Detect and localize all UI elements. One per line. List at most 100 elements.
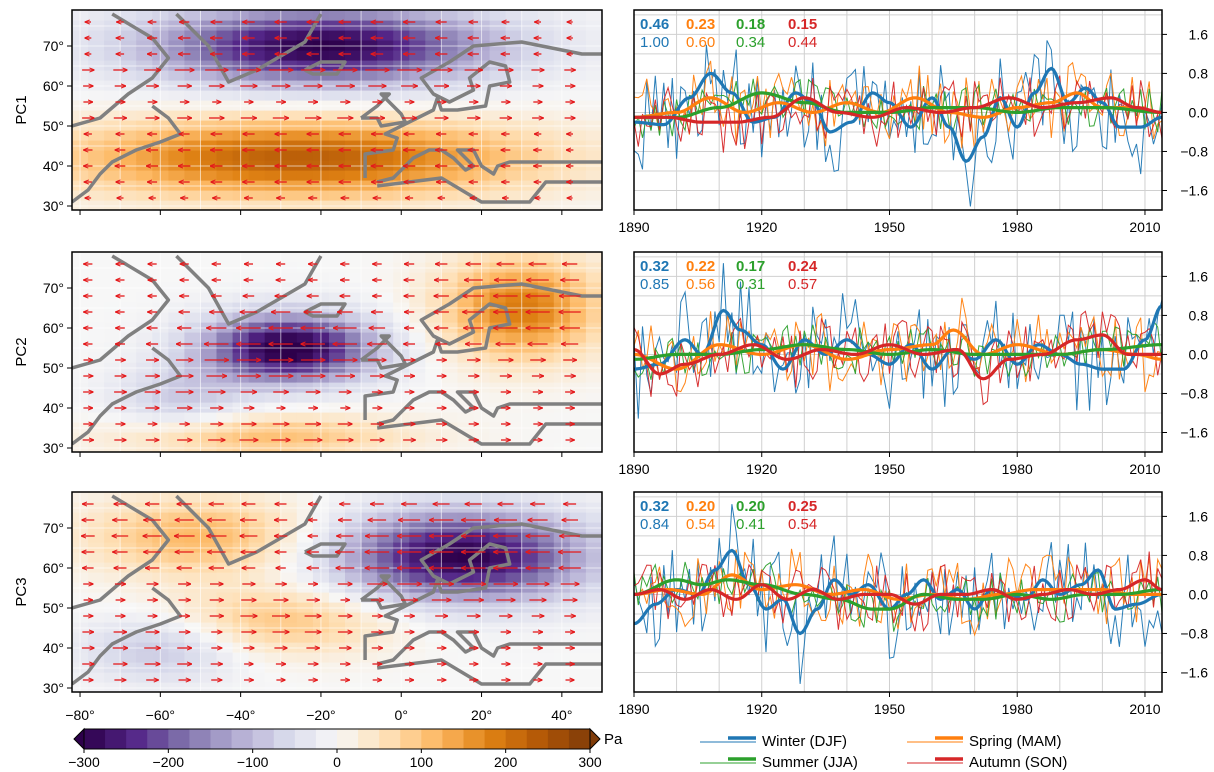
eof-cell	[409, 170, 426, 181]
eof-cell	[104, 542, 121, 553]
eof-cell	[329, 632, 346, 643]
eof-cell	[88, 582, 105, 593]
eof-cell	[489, 612, 507, 623]
stat-bold: 0.20	[736, 498, 765, 515]
ts-ytick-label: −0.8	[1180, 143, 1208, 159]
colorbar-bin	[231, 729, 254, 749]
eof-cell	[585, 322, 602, 333]
eof-cell	[537, 80, 555, 91]
eof-cell	[216, 532, 234, 543]
eof-cell	[280, 552, 298, 563]
eof-cell	[296, 20, 314, 31]
eof-cell	[585, 262, 602, 273]
eof-cell	[88, 50, 105, 61]
eof-cell	[280, 322, 298, 333]
eof-cell	[585, 582, 602, 593]
coastline	[304, 60, 347, 76]
eof-cell	[457, 492, 475, 503]
eof-cell	[216, 292, 234, 303]
eof-cell	[200, 552, 218, 563]
eof-cell	[88, 292, 105, 303]
eof-cell	[569, 100, 587, 111]
eof-cell	[216, 322, 234, 333]
eof-cell	[296, 632, 314, 643]
eof-cell	[489, 90, 507, 101]
eof-cell	[184, 652, 202, 663]
eof-cell	[329, 682, 346, 692]
eof-cell	[361, 30, 378, 41]
ts-xtick-label: 1950	[874, 701, 905, 717]
eof-cell	[88, 332, 105, 343]
eof-cell	[216, 592, 234, 603]
eof-cell	[280, 612, 298, 623]
eof-cell	[216, 110, 234, 121]
eof-cell	[88, 180, 105, 191]
ts-xtick-label: 1890	[618, 461, 649, 477]
eof-cell	[569, 562, 587, 573]
eof-cell	[569, 612, 587, 623]
stat-plain: 0.31	[736, 276, 765, 293]
eof-cell	[329, 10, 346, 21]
eof-cell	[441, 252, 459, 263]
eof-cell	[457, 342, 475, 353]
eof-cell	[409, 402, 426, 413]
eof-cell	[104, 522, 121, 533]
eof-cell	[280, 422, 298, 433]
eof-cell	[329, 642, 346, 653]
eof-cell	[216, 632, 234, 643]
eof-cell	[248, 612, 266, 623]
eof-cell	[88, 30, 105, 41]
eof-cell	[329, 572, 346, 583]
eof-cell	[569, 150, 587, 161]
eof-cell	[441, 10, 459, 21]
eof-cell	[345, 80, 362, 91]
eof-cell	[216, 652, 234, 663]
eof-cell	[120, 552, 137, 563]
eof-cell	[377, 352, 394, 363]
eof-cell	[120, 200, 137, 210]
eof-cell	[200, 120, 218, 131]
eof-cell	[88, 322, 105, 333]
eof-cell	[184, 252, 202, 263]
eof-cell	[280, 262, 298, 273]
eof-cell	[361, 542, 378, 553]
eof-cell	[457, 140, 475, 151]
eof-cell	[88, 312, 105, 323]
eof-cell	[537, 432, 555, 443]
ts-ytick-label: 0.0	[1189, 104, 1209, 120]
eof-cell	[248, 422, 266, 433]
eof-cell	[296, 262, 314, 273]
stat-bold: 0.18	[736, 16, 765, 33]
eof-cell	[537, 190, 555, 201]
eof-cell	[425, 252, 442, 263]
eof-cell	[345, 642, 362, 653]
eof-cell	[537, 492, 555, 503]
eof-cell	[441, 130, 459, 141]
colorbar-bin	[358, 729, 380, 749]
eof-cell	[104, 592, 121, 603]
ts-ytick-label: 0.8	[1189, 307, 1209, 323]
eof-cell	[521, 582, 539, 593]
eof-cell	[200, 110, 218, 121]
coastline	[175, 494, 323, 566]
eof-cell	[248, 262, 266, 273]
eof-cell	[425, 190, 442, 201]
eof-cell	[361, 412, 378, 423]
eof-cell	[329, 372, 346, 383]
eof-cell	[264, 30, 282, 41]
eof-cell	[216, 402, 234, 413]
eof-cell	[216, 682, 234, 692]
eof-cell	[88, 80, 105, 91]
stat-plain: 0.54	[788, 516, 817, 533]
coastline	[363, 522, 602, 660]
eof-cell	[248, 492, 266, 503]
eof-cell	[585, 622, 602, 633]
eof-cell	[569, 80, 587, 91]
eof-cell	[361, 60, 378, 71]
colorbar-bin	[568, 729, 591, 749]
eof-cell	[136, 10, 153, 21]
colorbar-bin	[484, 729, 507, 749]
eof-cell	[168, 512, 186, 523]
eof-cell	[537, 20, 555, 31]
eof-cell	[569, 110, 587, 121]
